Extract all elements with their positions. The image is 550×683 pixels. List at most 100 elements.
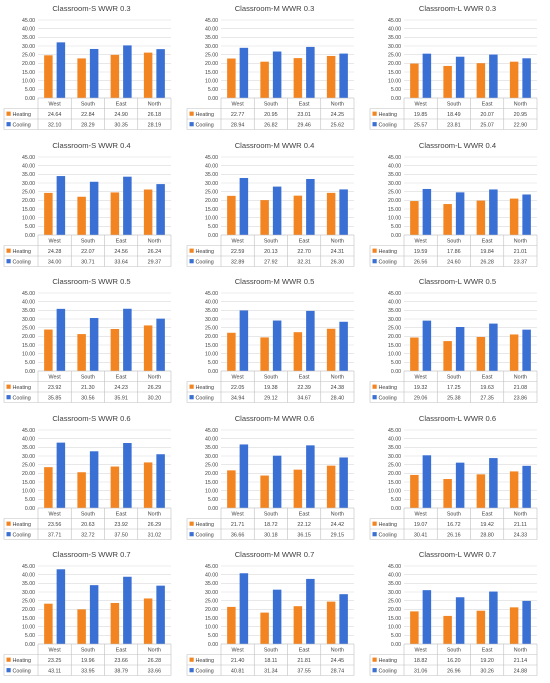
y-tick-label: 10.00 xyxy=(22,352,35,358)
heating-bar xyxy=(443,478,452,508)
data-label: 20.63 xyxy=(81,522,94,528)
heating-bar xyxy=(443,203,452,235)
data-label: 35.91 xyxy=(114,396,127,402)
legend-swatch xyxy=(6,657,11,663)
y-tick-label: 30.00 xyxy=(388,590,401,596)
y-tick-label: 35.00 xyxy=(22,445,35,451)
heating-bar xyxy=(443,616,452,645)
y-tick-label: 25.00 xyxy=(22,52,35,58)
data-label: 30.35 xyxy=(114,122,127,128)
heating-bar xyxy=(410,63,419,98)
y-tick-label: 20.00 xyxy=(22,334,35,340)
y-tick-label: 35.00 xyxy=(388,582,401,588)
cooling-bar xyxy=(489,457,498,508)
data-label: 32.72 xyxy=(81,532,94,538)
cooling-bar xyxy=(156,183,165,235)
x-tick-label: North xyxy=(148,101,161,107)
x-tick-label: South xyxy=(264,511,278,517)
y-tick-label: 0.00 xyxy=(25,642,35,648)
heating-bar xyxy=(443,341,452,372)
y-tick-label: 30.00 xyxy=(388,454,401,460)
legend-swatch xyxy=(6,122,11,127)
y-tick-label: 0.00 xyxy=(391,642,401,648)
heating-bar xyxy=(143,325,153,372)
y-tick-label: 45.00 xyxy=(22,428,35,434)
data-label: 33.64 xyxy=(114,259,127,265)
legend-label: Cooling xyxy=(196,669,214,675)
data-label: 23.86 xyxy=(514,396,527,402)
x-tick-label: North xyxy=(331,238,344,244)
y-tick-label: 20.00 xyxy=(205,471,218,477)
y-tick-label: 35.00 xyxy=(205,172,218,178)
chart-title: Classroom-M WWR 0.7 xyxy=(235,550,315,559)
chart-title: Classroom-L WWR 0.7 xyxy=(419,550,496,559)
cooling-bar xyxy=(422,188,432,235)
y-tick-label: 35.00 xyxy=(205,35,218,41)
legend-swatch xyxy=(6,111,11,116)
data-label: 35.85 xyxy=(48,396,61,402)
legend-label: Heating xyxy=(13,522,32,528)
heating-bar xyxy=(227,470,236,508)
x-tick-label: East xyxy=(299,648,310,654)
heating-bar xyxy=(293,332,303,372)
legend-label: Heating xyxy=(196,658,215,664)
y-tick-label: 35.00 xyxy=(388,308,401,314)
heating-bar xyxy=(326,55,336,98)
x-tick-label: South xyxy=(264,375,278,381)
data-label: 32.89 xyxy=(231,259,244,265)
y-tick-label: 15.00 xyxy=(205,343,218,349)
y-tick-label: 15.00 xyxy=(205,616,218,622)
cooling-bar xyxy=(306,579,315,645)
x-tick-label: East xyxy=(482,375,493,381)
legend-swatch xyxy=(372,384,377,389)
data-label: 37.50 xyxy=(114,532,127,538)
y-tick-label: 0.00 xyxy=(25,506,35,512)
data-label: 23.25 xyxy=(48,658,61,664)
y-tick-label: 10.00 xyxy=(205,488,218,494)
legend-label: Cooling xyxy=(13,532,31,538)
legend-label: Cooling xyxy=(196,396,214,402)
data-label: 25.38 xyxy=(447,396,460,402)
cooling-bar xyxy=(339,321,348,372)
data-label: 33.66 xyxy=(148,669,161,675)
data-label: 26.30 xyxy=(331,259,344,265)
legend-swatch xyxy=(6,384,11,389)
legend-swatch xyxy=(372,111,377,116)
data-label: 28.29 xyxy=(81,122,94,128)
y-tick-label: 25.00 xyxy=(205,599,218,605)
y-tick-label: 30.00 xyxy=(205,317,218,323)
x-tick-label: West xyxy=(415,101,428,107)
y-tick-label: 15.00 xyxy=(22,343,35,349)
legend-label: Cooling xyxy=(196,532,214,538)
heating-bar xyxy=(326,602,336,645)
data-label: 23.56 xyxy=(48,522,61,528)
legend-label: Heating xyxy=(379,658,398,664)
legend-label: Cooling xyxy=(196,122,214,128)
data-label: 25.62 xyxy=(331,122,344,128)
legend-swatch xyxy=(189,521,194,526)
x-tick-label: North xyxy=(148,511,161,517)
cooling-bar xyxy=(489,189,498,235)
y-tick-label: 25.00 xyxy=(388,599,401,605)
data-label: 21.11 xyxy=(514,522,527,528)
x-tick-label: South xyxy=(81,238,95,244)
y-tick-label: 20.00 xyxy=(205,334,218,340)
chart-title: Classroom-L WWR 0.4 xyxy=(419,141,496,150)
y-tick-label: 10.00 xyxy=(205,78,218,84)
y-tick-label: 45.00 xyxy=(22,18,35,24)
chart-title: Classroom-L WWR 0.6 xyxy=(419,414,496,423)
data-label: 21.40 xyxy=(231,658,244,664)
data-label: 24.60 xyxy=(447,259,460,265)
legend-swatch xyxy=(189,395,194,400)
chart-title: Classroom-M WWR 0.5 xyxy=(235,277,315,286)
chart-panel: Classroom-L WWR 0.7 0.00 5.00 10.00 15.00 20.… xyxy=(369,550,538,677)
legend-label: Heating xyxy=(196,112,215,118)
x-tick-label: South xyxy=(81,375,95,381)
chart-title: Classroom-S WWR 0.4 xyxy=(52,141,130,150)
y-tick-label: 40.00 xyxy=(388,300,401,306)
y-tick-label: 10.00 xyxy=(22,625,35,631)
cooling-bar xyxy=(339,594,348,645)
y-tick-label: 35.00 xyxy=(205,308,218,314)
x-tick-label: East xyxy=(116,375,127,381)
cooling-bar xyxy=(239,444,249,508)
